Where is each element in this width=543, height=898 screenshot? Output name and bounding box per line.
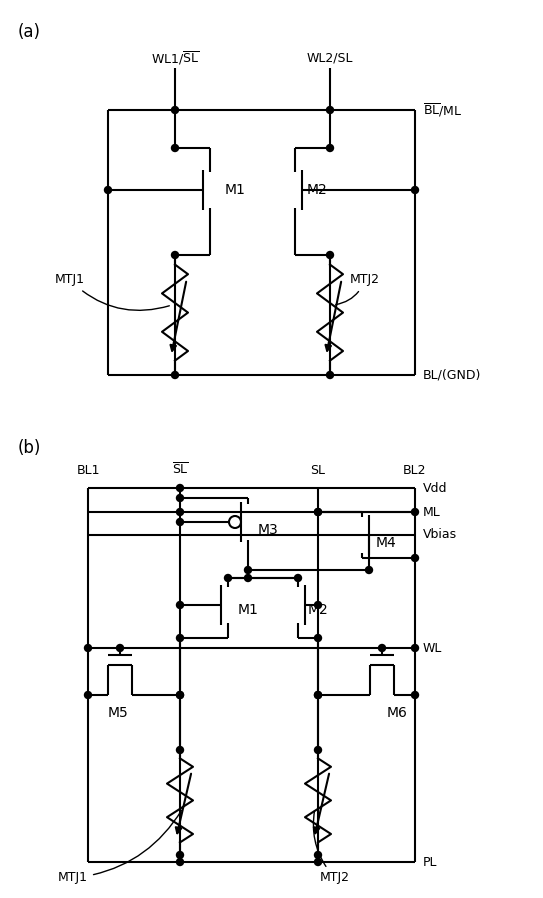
Text: MTJ2: MTJ2 bbox=[313, 811, 350, 885]
Text: M1: M1 bbox=[225, 183, 246, 197]
Circle shape bbox=[176, 691, 184, 699]
Circle shape bbox=[172, 372, 179, 378]
Circle shape bbox=[314, 635, 321, 641]
Circle shape bbox=[244, 575, 251, 582]
Text: MTJ2: MTJ2 bbox=[336, 274, 380, 304]
Text: M3: M3 bbox=[258, 523, 279, 537]
Circle shape bbox=[172, 107, 179, 113]
Text: M1: M1 bbox=[238, 603, 259, 617]
Circle shape bbox=[412, 554, 419, 561]
Circle shape bbox=[85, 691, 92, 699]
Circle shape bbox=[326, 107, 333, 113]
Circle shape bbox=[314, 508, 321, 515]
Text: WL: WL bbox=[423, 641, 443, 655]
Circle shape bbox=[176, 518, 184, 525]
Circle shape bbox=[412, 645, 419, 652]
Circle shape bbox=[176, 635, 184, 641]
Circle shape bbox=[176, 485, 184, 491]
Text: WL2/SL: WL2/SL bbox=[307, 51, 353, 65]
Text: $\overline{\rm SL}$: $\overline{\rm SL}$ bbox=[172, 462, 188, 478]
Text: (b): (b) bbox=[18, 439, 41, 457]
Circle shape bbox=[326, 145, 333, 152]
Text: WL1/$\overline{\rm SL}$: WL1/$\overline{\rm SL}$ bbox=[151, 49, 199, 66]
Circle shape bbox=[326, 372, 333, 378]
Circle shape bbox=[314, 746, 321, 753]
Circle shape bbox=[176, 495, 184, 501]
Text: Vdd: Vdd bbox=[423, 481, 447, 495]
Circle shape bbox=[314, 858, 321, 866]
Text: M5: M5 bbox=[108, 706, 129, 720]
Circle shape bbox=[314, 691, 321, 699]
Circle shape bbox=[412, 508, 419, 515]
Circle shape bbox=[326, 251, 333, 259]
Circle shape bbox=[314, 691, 321, 699]
Circle shape bbox=[176, 858, 184, 866]
Text: BL2: BL2 bbox=[403, 463, 427, 477]
Circle shape bbox=[224, 575, 231, 582]
Circle shape bbox=[314, 602, 321, 609]
Text: ML: ML bbox=[423, 506, 441, 518]
Circle shape bbox=[378, 645, 386, 652]
Circle shape bbox=[172, 145, 179, 152]
Circle shape bbox=[176, 851, 184, 858]
Text: M2: M2 bbox=[308, 603, 329, 617]
Text: $\overline{\rm BL}$/ML: $\overline{\rm BL}$/ML bbox=[423, 101, 463, 119]
Text: MTJ1: MTJ1 bbox=[55, 274, 169, 311]
Text: SL: SL bbox=[311, 463, 325, 477]
Circle shape bbox=[365, 567, 372, 574]
Circle shape bbox=[85, 645, 92, 652]
Circle shape bbox=[172, 251, 179, 259]
Circle shape bbox=[176, 746, 184, 753]
Text: M6: M6 bbox=[387, 706, 408, 720]
Text: BL/(GND): BL/(GND) bbox=[423, 368, 482, 382]
Circle shape bbox=[294, 575, 301, 582]
Circle shape bbox=[176, 602, 184, 609]
Circle shape bbox=[412, 691, 419, 699]
Circle shape bbox=[176, 508, 184, 515]
Circle shape bbox=[117, 645, 123, 652]
Text: M2: M2 bbox=[307, 183, 328, 197]
Circle shape bbox=[412, 187, 419, 193]
Text: Vbias: Vbias bbox=[423, 529, 457, 541]
Text: PL: PL bbox=[423, 856, 438, 868]
Text: M4: M4 bbox=[376, 536, 397, 550]
Circle shape bbox=[104, 187, 111, 193]
Circle shape bbox=[244, 567, 251, 574]
Text: (a): (a) bbox=[18, 23, 41, 41]
Circle shape bbox=[314, 851, 321, 858]
Text: BL1: BL1 bbox=[76, 463, 100, 477]
Circle shape bbox=[176, 691, 184, 699]
Circle shape bbox=[314, 508, 321, 515]
Text: MTJ1: MTJ1 bbox=[58, 810, 181, 885]
